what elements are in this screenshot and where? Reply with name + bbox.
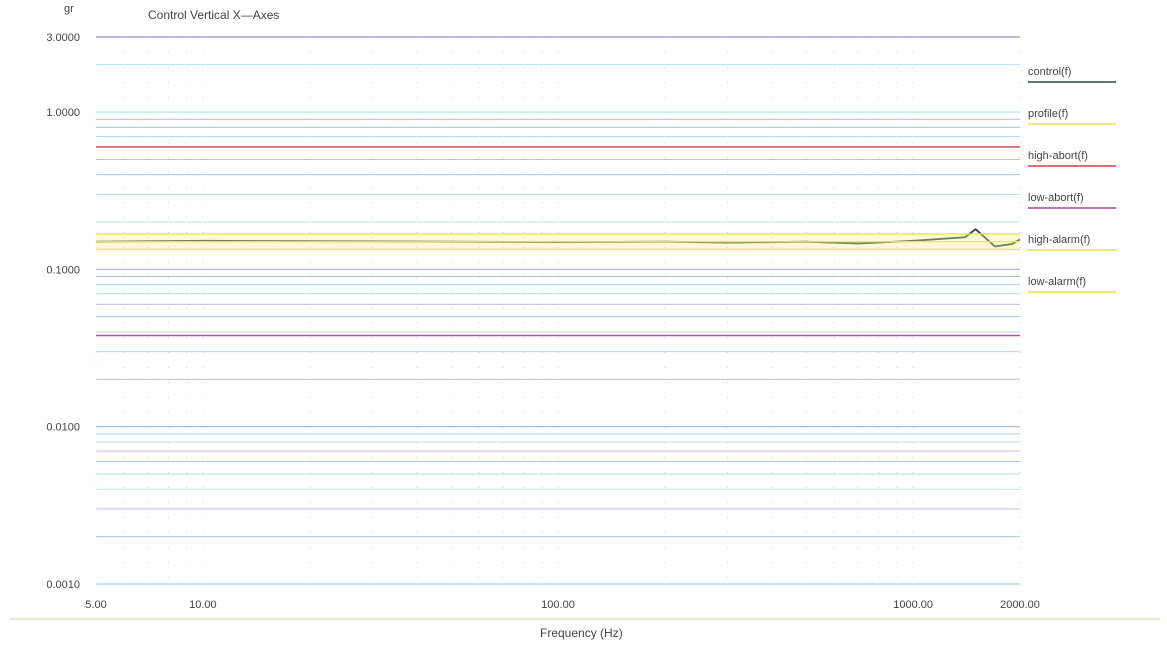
x-tick-label: 2000.00 (1000, 599, 1040, 611)
y-tick-label: 0.0010 (46, 579, 80, 591)
legend-item-label: control(f) (1028, 66, 1071, 78)
grid (95, 36, 1021, 585)
legend-item-label: high-alarm(f) (1028, 234, 1090, 246)
legend-item-label: high-abort(f) (1028, 150, 1088, 162)
series-layer (95, 146, 1021, 337)
legend-item-label: low-abort(f) (1028, 192, 1084, 204)
y-tick-label: 3.0000 (46, 32, 80, 44)
x-tick-label: 10.00 (189, 599, 217, 611)
chart-title: Control Vertical X—Axes (148, 8, 279, 22)
x-tick-label: 100.00 (541, 599, 575, 611)
y-tick-label: 0.0100 (46, 422, 80, 434)
y-tick-label: 0.1000 (46, 264, 80, 276)
x-tick-label: 5.00 (85, 599, 106, 611)
x-tick-label: 1000.00 (893, 599, 933, 611)
legend-item-label: profile(f) (1028, 108, 1068, 120)
tick-labels: 5.00 10.00 100.00 1000.00 2000.00 3.0000 1.000… (46, 32, 1040, 611)
alarm-band (96, 233, 1020, 250)
x-axis-label: Frequency (Hz) (540, 626, 623, 640)
legend: control(f) profile(f) high-abort(f) low-abo… (1028, 66, 1116, 293)
y-tick-label: 1.0000 (46, 107, 80, 119)
legend-item-label: low-alarm(f) (1028, 276, 1086, 288)
y-axis-label: gr (64, 3, 74, 15)
